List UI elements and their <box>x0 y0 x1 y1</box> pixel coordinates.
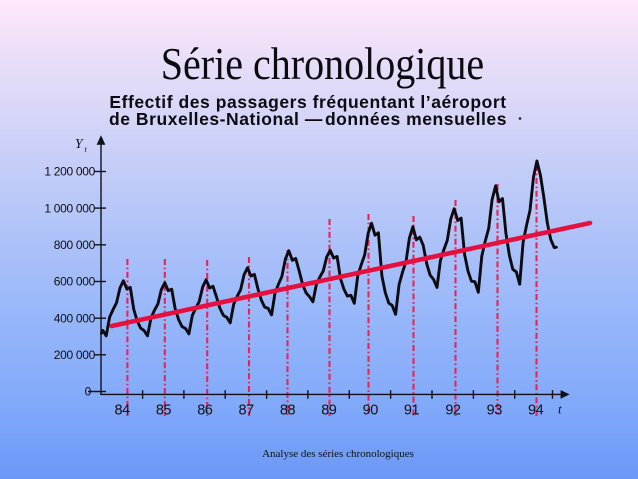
svg-text:200 000: 200 000 <box>54 348 96 362</box>
svg-text:87: 87 <box>239 403 255 419</box>
svg-text:91: 91 <box>404 403 420 419</box>
svg-text:89: 89 <box>321 403 337 419</box>
svg-text:86: 86 <box>197 403 213 419</box>
svg-text:1 000 000: 1 000 000 <box>44 201 95 215</box>
svg-text:t: t <box>558 402 562 417</box>
svg-text:Y: Y <box>75 136 84 151</box>
svg-text:1 200 000: 1 200 000 <box>44 165 95 179</box>
svg-text:84: 84 <box>115 403 131 419</box>
svg-text:0: 0 <box>85 385 92 399</box>
svg-text:85: 85 <box>156 403 172 419</box>
svg-text:93: 93 <box>487 403 503 419</box>
svg-text:800 000: 800 000 <box>54 238 96 252</box>
svg-text:90: 90 <box>363 403 379 419</box>
svg-text:600 000: 600 000 <box>54 275 96 289</box>
svg-text:92: 92 <box>445 403 461 419</box>
svg-text:88: 88 <box>280 403 296 419</box>
svg-text:t: t <box>85 145 88 154</box>
svg-text:400 000: 400 000 <box>54 311 96 325</box>
svg-text:94: 94 <box>528 403 544 419</box>
